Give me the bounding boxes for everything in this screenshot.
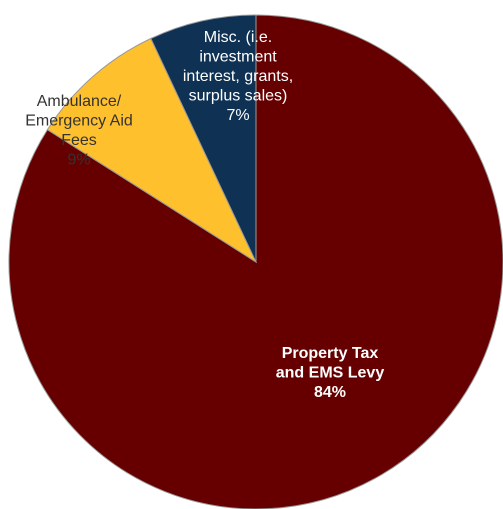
pie-slice-percent: 84% (314, 384, 346, 401)
pie-slice-label-line: and EMS Levy (276, 365, 385, 382)
pie-slice-percent: 9% (67, 152, 90, 169)
pie-slice-label-line: Fees (61, 132, 97, 149)
pie-slice-label-line: Misc. (i.e. (204, 29, 272, 46)
pie-slice-label-line: investment (199, 49, 277, 66)
pie-slice-label-line: surplus sales) (189, 88, 288, 105)
pie-slice-label-line: Ambulance/ (37, 93, 122, 110)
pie-slice-label-line: interest, grants, (183, 68, 293, 85)
pie-slice-label-line: Property Tax (282, 345, 379, 362)
pie-slice-percent: 7% (226, 107, 249, 124)
pie-slice-label-line: Emergency Aid (25, 113, 133, 130)
